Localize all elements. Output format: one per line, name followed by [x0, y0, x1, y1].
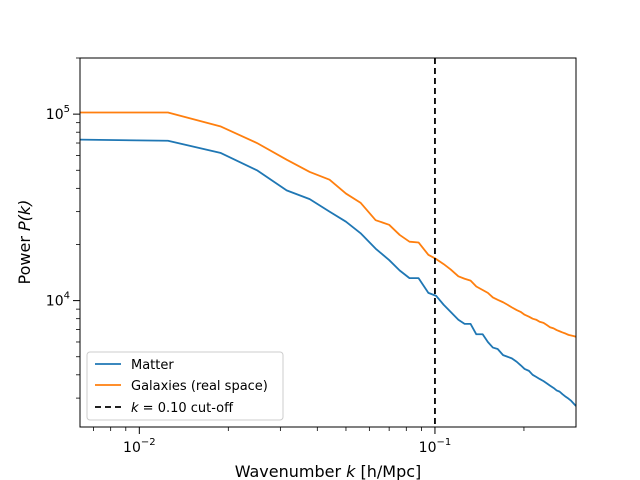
- legend-box: [86, 351, 284, 421]
- x-axis-ticks: 10−2 10−1: [93, 427, 525, 456]
- y-tick-label: 104: [46, 291, 70, 310]
- y-axis-ticks: 104 105: [46, 57, 80, 399]
- y-tick-label: 105: [46, 104, 70, 123]
- plot-frame: [79, 57, 577, 428]
- y-axis-label: Power P(k): [15, 200, 34, 285]
- legend-label-galaxies: Galaxies (real space): [131, 379, 268, 394]
- x-tick-label: 10−1: [419, 437, 452, 456]
- legend-label-cutoff: k = 0.10 cut-off: [131, 401, 234, 416]
- legend: Matter Galaxies (real space) k = 0.10 cu…: [86, 351, 284, 421]
- series-line-matter: [79, 138, 577, 407]
- x-axis-label: Wavenumber k [h/Mpc]: [235, 462, 422, 480]
- series-layer: [79, 111, 577, 407]
- series-line-galaxies: [80, 111, 577, 338]
- legend-label-matter: Matter: [131, 358, 174, 373]
- x-tick-label: 10−2: [123, 437, 156, 456]
